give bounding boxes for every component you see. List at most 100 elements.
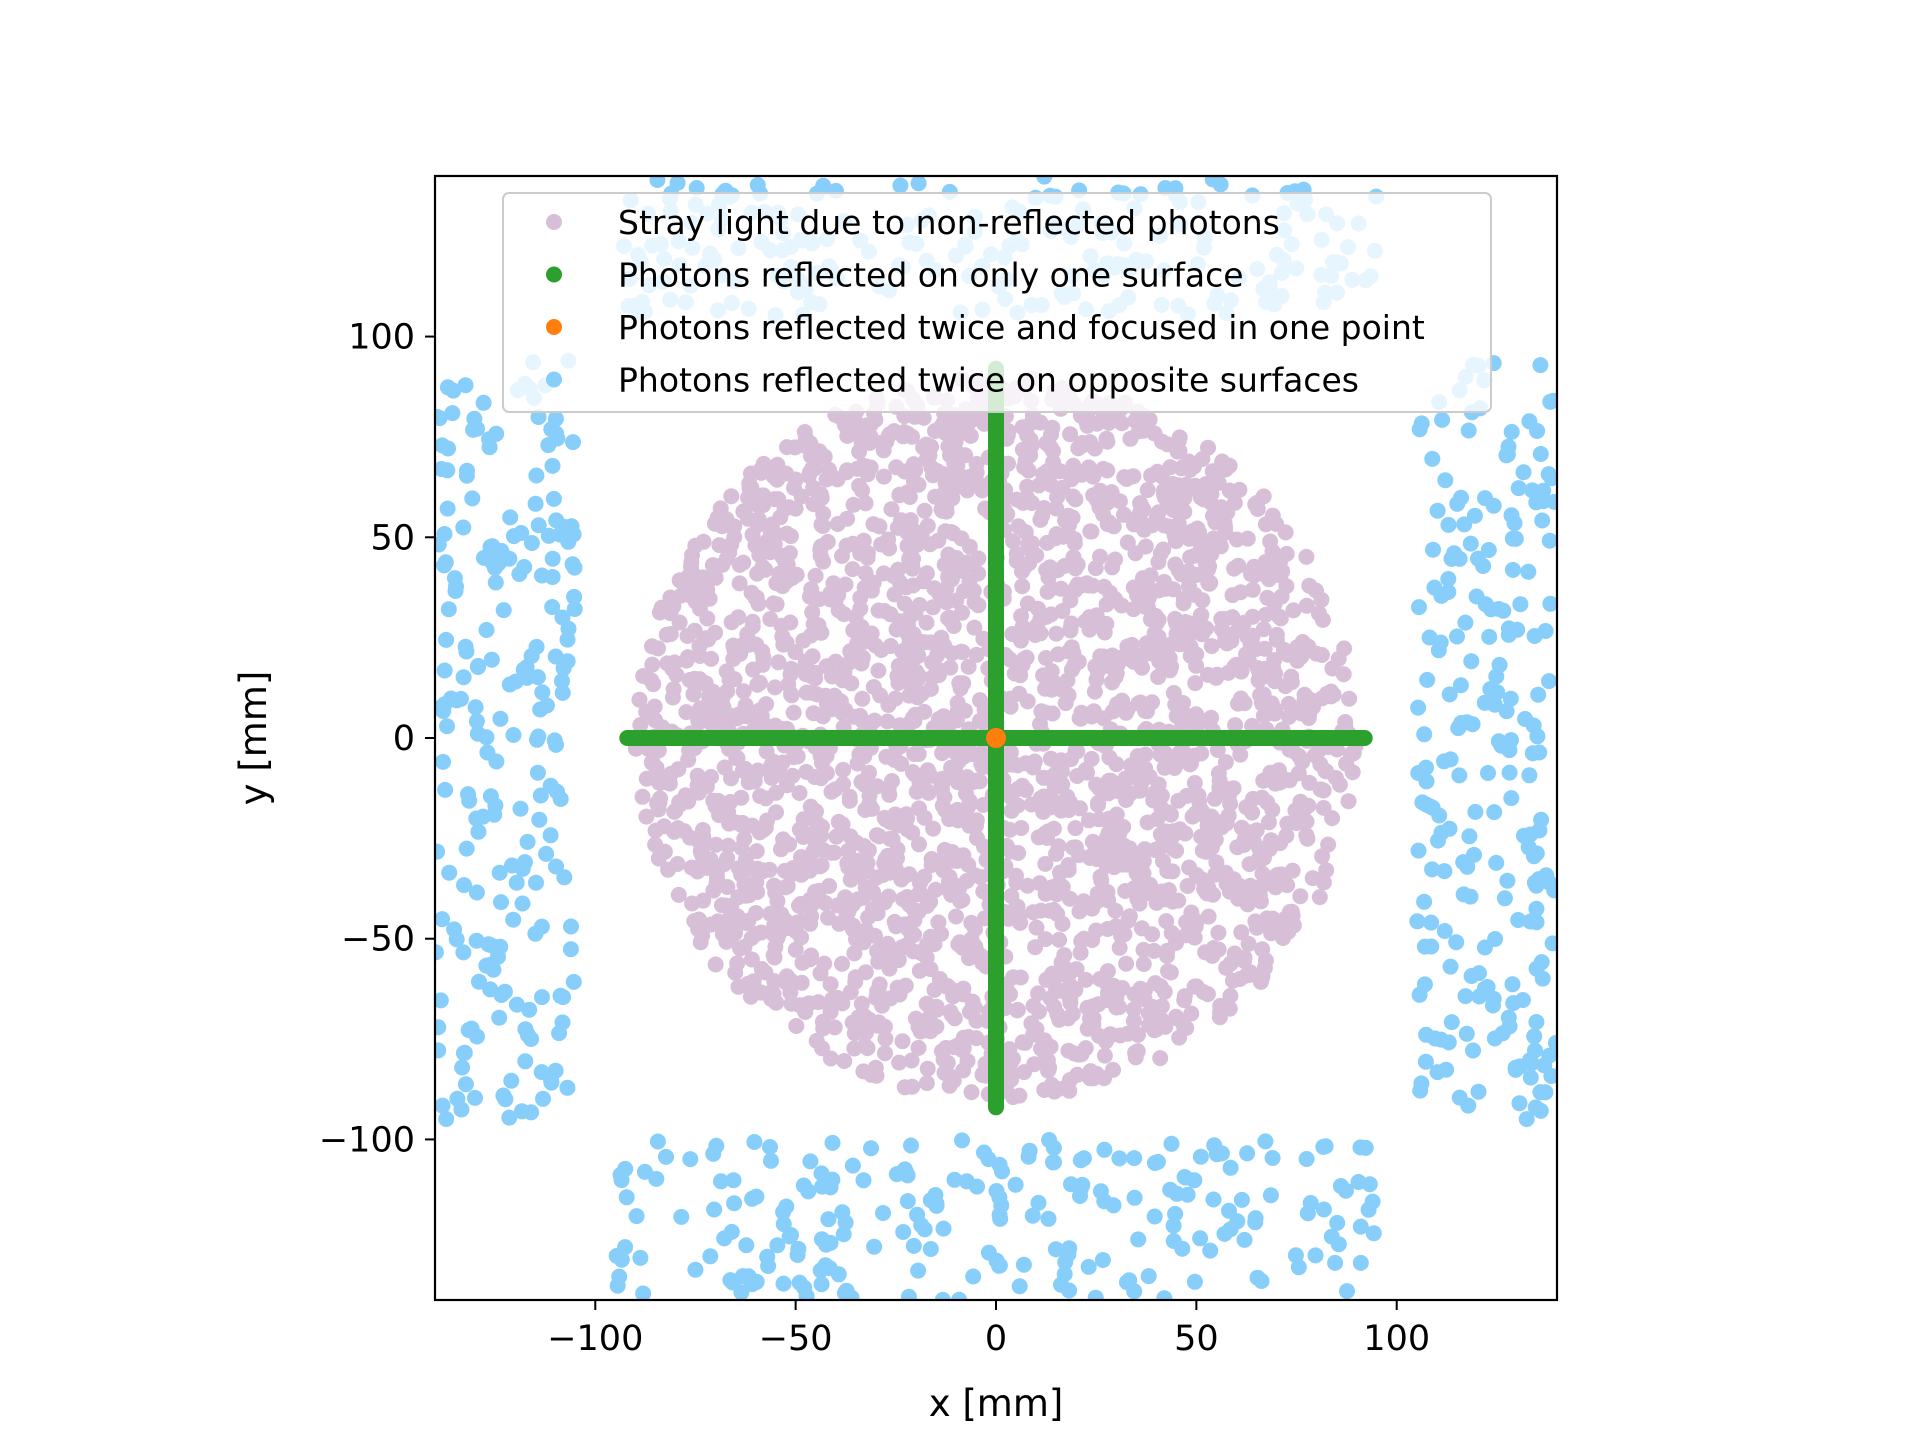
scatter-point-series-0 <box>1152 978 1169 995</box>
scatter-point-series-0 <box>835 606 852 623</box>
scatter-point-series-3 <box>534 989 550 1006</box>
scatter-point-series-3 <box>538 845 555 862</box>
scatter-point-series-0 <box>686 913 703 929</box>
scatter-point-series-3 <box>1352 1218 1369 1235</box>
scatter-point-series-0 <box>1087 560 1104 577</box>
scatter-point-series-0 <box>1193 828 1210 845</box>
scatter-point-series-0 <box>1063 471 1080 488</box>
scatter-point-series-3 <box>834 1204 851 1221</box>
scatter-point-series-3 <box>458 643 475 660</box>
scatter-point-series-3 <box>470 823 487 840</box>
scatter-point-series-0 <box>1298 827 1315 844</box>
scatter-point-series-3 <box>1452 677 1469 694</box>
scatter-point-series-0 <box>845 420 862 437</box>
scatter-point-series-0 <box>689 777 706 794</box>
scatter-point-series-0 <box>1006 665 1023 682</box>
scatter-point-series-3 <box>455 1045 472 1062</box>
scatter-point-series-0 <box>678 584 695 601</box>
scatter-point-series-0 <box>895 428 912 445</box>
scatter-point-series-0 <box>778 968 795 985</box>
scatter-point-series-3 <box>835 1226 852 1243</box>
scatter-point-series-0 <box>719 550 735 567</box>
scatter-point-series-0 <box>717 897 734 914</box>
scatter-point-series-3 <box>1257 1133 1274 1150</box>
scatter-point-series-3 <box>482 788 499 805</box>
scatter-point-series-0 <box>1061 794 1078 810</box>
scatter-point-series-3 <box>436 662 453 679</box>
legend-box <box>502 192 1492 413</box>
scatter-point-series-3 <box>1450 720 1467 737</box>
scatter-point-series-0 <box>841 654 858 671</box>
scatter-point-series-3 <box>440 601 457 618</box>
scatter-point-series-0 <box>1183 1005 1200 1022</box>
scatter-point-series-3 <box>991 1257 1007 1274</box>
scatter-point-series-3 <box>437 781 454 798</box>
scatter-point-series-0 <box>807 567 824 584</box>
scatter-point-series-0 <box>816 448 833 465</box>
scatter-point-series-0 <box>871 518 888 535</box>
scatter-point-series-0 <box>1003 802 1020 819</box>
scatter-point-series-0 <box>857 565 874 582</box>
scatter-point-series-0 <box>877 1030 894 1047</box>
scatter-point-series-3 <box>548 736 564 753</box>
scatter-point-series-3 <box>1429 502 1446 519</box>
scatter-point-series-0 <box>1103 772 1119 789</box>
scatter-point-series-3 <box>1520 839 1537 856</box>
scatter-point-series-0 <box>857 495 874 512</box>
scatter-point-series-3 <box>1045 1154 1061 1171</box>
scatter-point-series-0 <box>922 928 939 945</box>
scatter-point-series-0 <box>828 828 845 845</box>
scatter-point-series-3 <box>1533 811 1550 828</box>
scatter-point-series-3 <box>513 525 530 541</box>
scatter-point-series-3 <box>1080 1258 1097 1275</box>
scatter-point-series-0 <box>1015 651 1032 668</box>
scatter-point-series-3 <box>866 1238 883 1255</box>
scatter-point-series-3 <box>1264 1150 1281 1166</box>
scatter-point-series-3 <box>1479 979 1496 995</box>
scatter-point-series-3 <box>899 1167 916 1184</box>
scatter-point-series-3 <box>562 941 579 958</box>
scatter-point-series-3 <box>1500 438 1517 455</box>
scatter-point-series-3 <box>746 1134 763 1150</box>
scatter-point-series-0 <box>686 670 703 687</box>
scatter-point-series-0 <box>853 1013 870 1030</box>
scatter-point-series-0 <box>960 798 977 815</box>
scatter-point-series-3 <box>1442 958 1459 975</box>
scatter-point-series-0 <box>885 568 902 584</box>
scatter-point-series-3 <box>713 1173 729 1190</box>
scatter-point-series-0 <box>876 809 893 826</box>
scatter-point-series-3 <box>460 786 476 803</box>
scatter-point-series-0 <box>1131 895 1148 912</box>
scatter-point-series-0 <box>936 1064 953 1081</box>
scatter-point-series-3 <box>504 857 520 874</box>
scatter-point-series-0 <box>1341 690 1358 707</box>
scatter-point-series-0 <box>1080 812 1097 829</box>
scatter-point-series-0 <box>665 681 682 698</box>
scatter-point-series-3 <box>435 911 451 928</box>
scatter-point-series-0 <box>856 838 873 855</box>
scatter-point-series-0 <box>705 792 722 809</box>
scatter-point-series-0 <box>1267 701 1284 718</box>
legend-label: Photons reflected on only one surface <box>618 256 1244 295</box>
scatter-point-series-0 <box>918 565 935 582</box>
scatter-point-series-0 <box>1242 824 1258 841</box>
scatter-point-series-3 <box>1253 1273 1270 1289</box>
scatter-point-series-3 <box>1176 1169 1193 1185</box>
scatter-point-series-0 <box>1077 761 1094 778</box>
scatter-point-series-0 <box>1144 926 1161 943</box>
scatter-point-series-3 <box>1072 1188 1088 1204</box>
scatter-point-series-3 <box>1024 1207 1041 1224</box>
scatter-point-series-3 <box>916 1221 933 1238</box>
scatter-point-series-0 <box>1135 501 1152 518</box>
scatter-point-series-0 <box>791 785 808 801</box>
scatter-point-series-0 <box>935 708 952 725</box>
scatter-point-series-3 <box>456 877 472 894</box>
scatter-point-series-0 <box>1011 1087 1028 1104</box>
scatter-point-series-0 <box>802 915 819 932</box>
scatter-point-series-0 <box>1283 674 1300 691</box>
scatter-point-series-3 <box>1156 1290 1173 1300</box>
scatter-point-series-3 <box>495 602 512 619</box>
scatter-point-series-3 <box>1541 874 1557 891</box>
scatter-point-series-0 <box>821 998 838 1015</box>
scatter-point-series-3 <box>1040 1210 1057 1227</box>
